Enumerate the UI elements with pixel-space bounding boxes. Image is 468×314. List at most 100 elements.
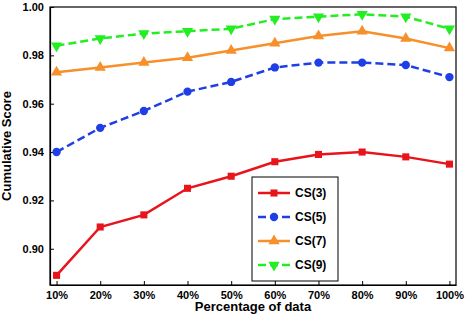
y-tick: 0.98 <box>23 49 54 61</box>
legend-marker <box>270 213 278 221</box>
y-tick-mark <box>50 104 54 105</box>
series-marker <box>269 16 280 26</box>
y-tick-label: 0.90 <box>23 243 44 255</box>
series-marker <box>402 61 410 69</box>
series-marker <box>182 51 193 61</box>
series-marker <box>358 58 366 66</box>
series-marker <box>52 148 60 156</box>
x-tick-label: 90% <box>395 289 417 301</box>
series-marker <box>227 78 235 86</box>
x-tick-mark <box>188 281 189 285</box>
series-marker <box>400 13 411 23</box>
series-line <box>57 63 450 152</box>
x-tick: 20% <box>90 281 112 301</box>
series-marker <box>400 32 411 42</box>
series-marker <box>402 153 409 160</box>
y-tick: 0.92 <box>23 194 54 206</box>
series-line <box>57 14 450 45</box>
series-line <box>57 31 450 72</box>
y-tick-label: 0.94 <box>23 146 45 158</box>
x-tick-mark <box>318 281 319 285</box>
x-tick: 60% <box>264 281 286 301</box>
x-tick: 80% <box>352 281 374 301</box>
x-axis-line <box>51 285 457 286</box>
y-tick: 0.96 <box>23 98 54 110</box>
series-marker <box>446 161 453 168</box>
x-tick-label: 20% <box>90 289 112 301</box>
series-marker <box>269 37 280 47</box>
series-marker <box>95 61 106 71</box>
series-marker <box>97 223 104 230</box>
y-tick-label: 1.00 <box>23 1 44 13</box>
series-marker <box>444 42 455 52</box>
series-marker <box>314 58 322 66</box>
legend: CS(3)CS(5)CS(7)CS(9) <box>252 177 338 281</box>
series-marker <box>226 44 237 54</box>
series-marker <box>53 272 60 279</box>
series-marker <box>51 66 62 76</box>
series-marker <box>315 151 322 158</box>
y-tick-label: 0.98 <box>23 49 44 61</box>
legend-box <box>252 177 338 281</box>
y-axis-title: Cumulative Score <box>0 91 14 201</box>
x-tick-label: 10% <box>46 289 68 301</box>
series-marker <box>226 26 237 36</box>
y-axis-line <box>50 8 51 286</box>
x-axis: 10%20%30%40%50%60%70%80%90%100% <box>46 281 464 301</box>
series-marker <box>138 30 149 40</box>
x-tick-mark <box>406 281 407 285</box>
series-marker <box>184 185 191 192</box>
y-tick-mark <box>50 55 54 56</box>
x-tick: 100% <box>436 281 464 301</box>
x-tick-mark <box>362 281 363 285</box>
legend-marker <box>268 262 279 272</box>
series-marker <box>228 173 235 180</box>
x-tick-mark <box>144 281 145 285</box>
x-tick: 30% <box>133 281 155 301</box>
series-marker <box>357 25 368 35</box>
y-tick: 0.94 <box>23 146 54 158</box>
legend-marker <box>270 189 277 196</box>
series-marker <box>357 11 368 21</box>
series-marker <box>445 73 453 81</box>
series-marker <box>138 56 149 66</box>
x-tick-mark <box>449 281 450 285</box>
x-tick: 50% <box>221 281 243 301</box>
x-tick-label: 100% <box>436 289 464 301</box>
series-marker <box>359 149 366 156</box>
series-marker <box>51 42 62 52</box>
series-marker <box>96 124 104 132</box>
y-tick: 0.90 <box>23 243 54 255</box>
y-tick-mark <box>50 7 54 8</box>
series-marker <box>313 13 324 23</box>
y-axis: 0.90 0.92 0.94 0.96 0.98 1.00 <box>23 1 54 285</box>
series-marker <box>313 30 324 40</box>
y-tick: 1.00 <box>23 1 54 13</box>
x-tick-mark <box>275 281 276 285</box>
legend-label: CS(3) <box>295 186 326 200</box>
x-tick-label: 70% <box>308 289 330 301</box>
series-marker <box>95 35 106 45</box>
x-tick-mark <box>57 281 58 285</box>
plot-frame <box>50 7 456 285</box>
x-tick: 90% <box>395 281 417 301</box>
x-tick-label: 80% <box>352 289 374 301</box>
x-axis-title: Percentage of data <box>195 299 312 314</box>
legend-marker <box>268 234 279 244</box>
y-tick-label: 0.92 <box>23 194 44 206</box>
legend-label: CS(7) <box>295 234 326 248</box>
x-tick-label: 30% <box>133 289 155 301</box>
series-marker <box>182 28 193 38</box>
x-tick: 70% <box>308 281 330 301</box>
x-tick-mark <box>231 281 232 285</box>
series-marker <box>183 87 191 95</box>
series-marker <box>140 107 148 115</box>
x-tick-mark <box>100 281 101 285</box>
y-tick-mark <box>50 200 54 201</box>
series-marker <box>271 158 278 165</box>
series-marker <box>140 211 147 218</box>
plot: 0.900.920.940.960.981.0010%20%30%40%50%6… <box>23 1 465 301</box>
series-marker <box>444 26 455 36</box>
series-marker <box>271 63 279 71</box>
chart: 0.900.920.940.960.981.0010%20%30%40%50%6… <box>0 0 468 314</box>
